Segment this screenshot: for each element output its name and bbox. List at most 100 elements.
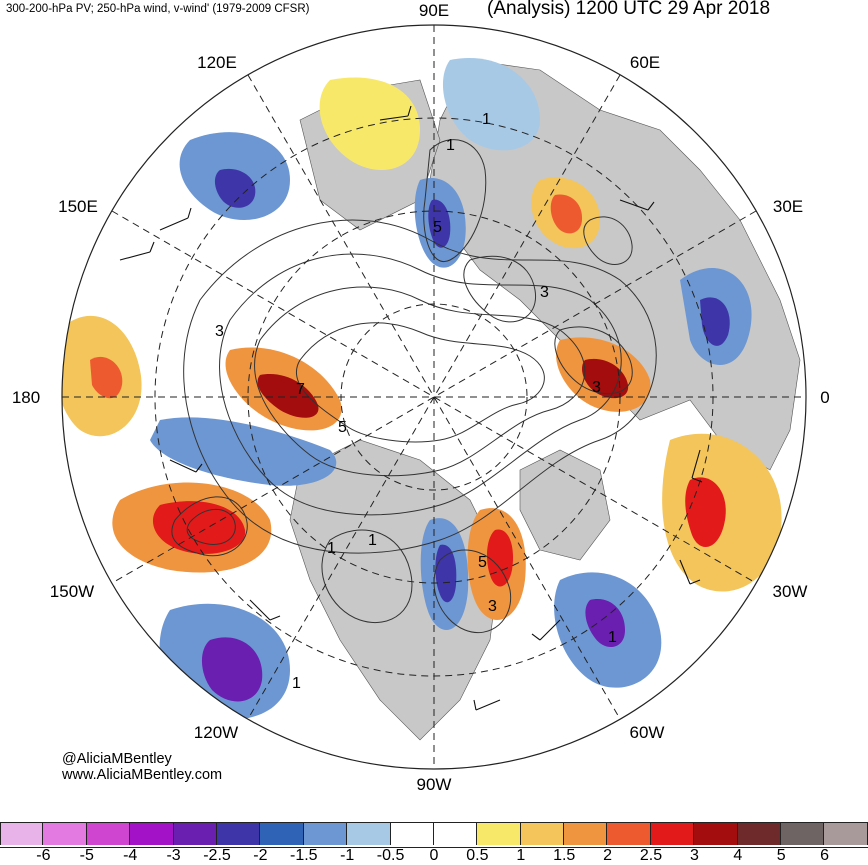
colorbar-tick-label: -2.5	[203, 847, 231, 864]
colorbar-swatch	[520, 823, 565, 845]
pv-contours	[171, 139, 657, 634]
contour-12	[583, 216, 633, 265]
contour-label: 3	[488, 598, 497, 615]
pv-blob-center-pos-core	[257, 374, 319, 418]
contour-9	[423, 139, 487, 263]
pv-blob-southwest-red	[152, 501, 246, 554]
colorbar-cells	[0, 822, 868, 848]
wind-barb	[169, 459, 203, 473]
contour-label: 5	[478, 554, 487, 571]
lon-label-60e: 60E	[630, 53, 660, 72]
contour-3	[254, 286, 586, 477]
colorbar-swatch	[390, 823, 434, 845]
pv-blob-southwest-neg-core	[201, 637, 263, 702]
colorbar-swatch	[694, 823, 738, 845]
pv-anomaly-fills	[62, 58, 782, 720]
contour-label: 3	[592, 379, 601, 396]
wind-barb	[531, 619, 561, 641]
contour-10	[554, 326, 633, 395]
map-disk: 1 5 3 7 5 3 1 1 5 3 1 3 1 1	[62, 25, 806, 769]
credit-website: www.AliciaMBentley.com	[62, 767, 223, 783]
colorbar-swatch	[0, 823, 44, 845]
lon-label-30e: 30E	[773, 197, 803, 216]
colorbar-swatch	[260, 823, 304, 845]
map-boundary	[61, 24, 807, 770]
lon-label-150e: 150E	[58, 197, 98, 216]
contour-label: 7	[296, 381, 305, 398]
colorbar-swatch	[607, 823, 651, 845]
colorbar-swatch	[173, 823, 217, 845]
contour-8	[433, 549, 512, 634]
pv-blob-north-neg-core	[214, 168, 256, 208]
latlon-grid	[62, 25, 806, 769]
colorbar-tick-label: 3	[689, 847, 699, 864]
pv-blob-east-neg-core	[700, 297, 730, 346]
pv-blob-center-neg	[150, 417, 337, 486]
colorbar-swatch	[781, 823, 825, 845]
lon-label-60w: 60W	[630, 723, 665, 742]
contour-label: 3	[215, 323, 224, 340]
contour-5	[171, 496, 248, 557]
contour-label: 5	[338, 419, 347, 436]
credit-handle: @AliciaMBentley	[62, 751, 172, 767]
colorbar-tick-label: 2	[603, 847, 613, 864]
lon-label-150w: 150W	[50, 582, 94, 601]
contour-label: 1	[292, 675, 301, 692]
colorbar-tick-label: -5	[79, 847, 94, 864]
polar-map: 1 5 3 7 5 3 1 1 5 3 1 3 1 1	[12, 1, 830, 794]
wind-barb	[379, 105, 412, 121]
lon-label-90w: 90W	[417, 775, 452, 794]
lon-label-120w: 120W	[194, 723, 238, 742]
contour-value-labels: 1 5 3 7 5 3 1 1 5 3 1 3 1 1	[215, 111, 617, 692]
colorbar-swatch	[303, 823, 348, 845]
meridian-60e-120w	[247, 74, 621, 720]
wind-barb	[619, 199, 655, 211]
meridian-120e-60w	[247, 74, 621, 720]
colorbar-tick-label: -1.5	[290, 847, 318, 864]
contour-1	[183, 219, 657, 554]
lon-label-180: 180	[12, 388, 40, 407]
lon-label-0: 0	[820, 388, 829, 407]
colorbar-tick-label: -6	[36, 847, 51, 864]
colorbar-tick-label: -0.5	[376, 847, 405, 864]
pv-blob-top-neg	[442, 58, 540, 151]
colorbar-tick-label: -4	[123, 847, 138, 864]
colorbar-tick-label: 0	[429, 847, 439, 864]
longitude-labels: 90E 60E 120E 150E 30E 180 0 150W 30W 120…	[12, 1, 830, 794]
wind-barb	[159, 207, 192, 231]
colorbar-swatch	[130, 823, 174, 845]
colorbar-swatch	[43, 823, 87, 845]
colorbar-tick-label: -1	[340, 847, 355, 864]
colorbar-swatch	[650, 823, 695, 845]
contour-label: 5	[433, 219, 442, 236]
land-north-america	[289, 439, 501, 741]
left-title: 300-200-hPa PV; 250-hPa wind, v-wind' (1…	[6, 3, 310, 15]
colorbar-tick-label: 5	[776, 847, 786, 864]
colorbar-swatch	[86, 823, 131, 845]
colorbar-tick-label: -2	[253, 847, 268, 864]
contour-label: 1	[482, 111, 491, 128]
contour-label: 1	[446, 137, 455, 154]
wind-barb	[473, 699, 501, 711]
wind-barb	[119, 241, 155, 261]
colorbar-swatch	[216, 823, 261, 845]
land-greenland	[519, 449, 611, 561]
contour-label: 3	[540, 284, 549, 301]
contour-2	[219, 253, 622, 516]
colorbar: -6 -5 -4 -3 -2.5 -2 -1.5 -1 -0.5 0 0.5 1 1.5 2 2.5 3 4 5 6	[0, 822, 868, 865]
contour-6	[186, 508, 236, 545]
pv-blob-southeast-neg-core	[585, 599, 625, 648]
pv-blob-north-pos	[319, 77, 420, 170]
colorbar-tick-label: 1	[516, 847, 526, 864]
colorbar-tick-label: 1.5	[553, 847, 576, 864]
wind-barb	[679, 559, 701, 585]
meridian-30e-150w	[111, 210, 757, 584]
lon-label-120e: 120E	[197, 53, 237, 72]
meridian-150e-30w	[111, 210, 757, 584]
pv-blob-right-pos-core	[581, 358, 629, 399]
colorbar-tick-label: 6	[820, 847, 830, 864]
wind-barbs	[119, 105, 703, 711]
colorbar-tick-label: -3	[166, 847, 181, 864]
wind-barb	[249, 599, 281, 621]
colorbar-swatch	[564, 823, 608, 845]
